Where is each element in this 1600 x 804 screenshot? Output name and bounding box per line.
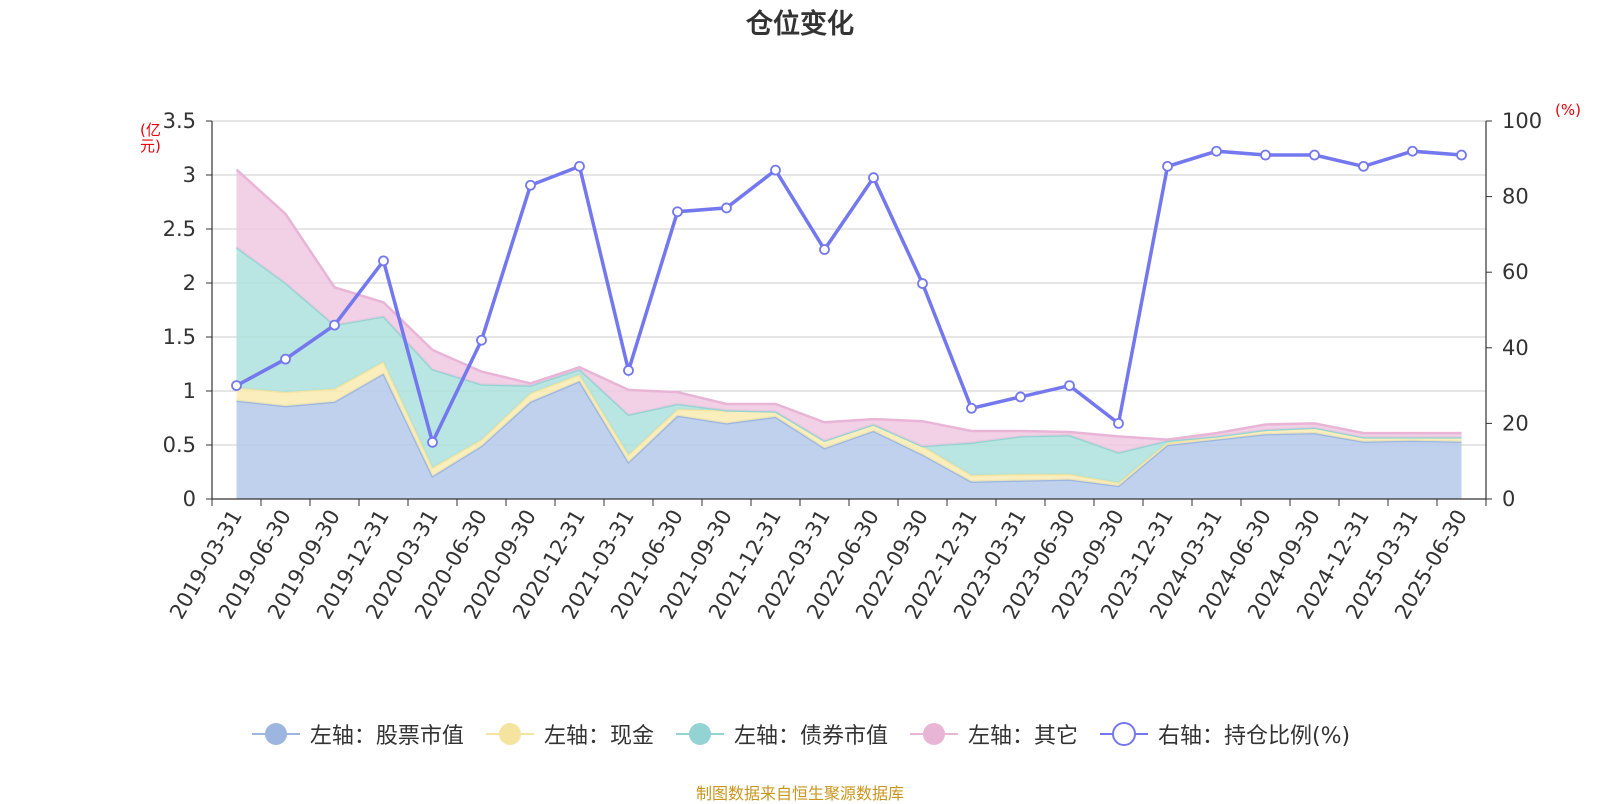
ratio-point — [1211, 145, 1222, 157]
ratio-point — [574, 160, 585, 172]
ratio-line — [235, 149, 1462, 448]
legend-ratio-marker-icon — [1099, 722, 1148, 746]
ratio-point — [623, 365, 634, 376]
legend-item-ratio[interactable]: 右轴：持仓比例(%) — [1098, 718, 1350, 750]
ratio-point — [1113, 417, 1124, 429]
ratio-point — [1015, 391, 1026, 403]
ratio-point — [231, 380, 242, 392]
legend-label-other: 左轴：其它 — [967, 724, 1078, 749]
area-fill-1 — [236, 361, 1462, 486]
legend-label-stock: 左轴：股票市值 — [309, 724, 464, 749]
left-tick-label: 2.5 — [163, 217, 196, 241]
legend-item-cash[interactable]: 左轴：现金 — [484, 718, 654, 750]
left-axis-unit: (亿元) — [140, 121, 161, 155]
legend-other-marker-icon — [909, 723, 958, 745]
ratio-point — [427, 436, 438, 448]
chart-title: 仓位变化 — [746, 9, 854, 40]
legend-label-cash: 左轴：现金 — [543, 724, 654, 749]
legend-bond-marker-icon — [675, 723, 724, 745]
ratio-point — [329, 319, 340, 331]
ratio-point — [917, 278, 928, 289]
legend-label-bond: 左轴：债券市值 — [733, 724, 888, 749]
legend-label-ratio: 右轴：持仓比例(%) — [1157, 724, 1351, 749]
ratio-point — [476, 334, 487, 346]
legend-stock-marker-icon — [251, 723, 300, 745]
ratio-point — [1456, 149, 1467, 161]
ratio-point — [966, 402, 977, 414]
ratio-point — [721, 202, 732, 214]
ratio-point — [1358, 160, 1369, 172]
area-series — [235, 168, 1462, 499]
ratio-point — [770, 164, 781, 176]
position-chart: 00.511.522.533.50204060801002019-03-3120… — [163, 109, 1543, 623]
right-tick-label: 0 — [1502, 487, 1515, 511]
legend-item-bond[interactable]: 左轴：债券市值 — [674, 718, 888, 750]
legend-cash-marker-icon — [485, 723, 534, 745]
ratio-line-series — [231, 145, 1467, 448]
left-tick-label: 1 — [183, 379, 196, 403]
legend-item-stock[interactable]: 左轴：股票市值 — [250, 718, 464, 750]
right-tick-label: 80 — [1502, 185, 1529, 209]
data-source-note: 制图数据来自恒生聚源数据库 — [695, 784, 904, 803]
left-tick-label: 3 — [183, 163, 196, 187]
ratio-point — [1260, 149, 1271, 161]
left-tick-label: 3.5 — [163, 109, 196, 133]
left-tick-label: 2 — [183, 271, 196, 295]
left-tick-label: 0.5 — [163, 433, 196, 457]
ratio-point — [672, 206, 683, 218]
right-tick-label: 60 — [1502, 260, 1529, 284]
ratio-point — [1064, 380, 1075, 392]
area-fill-0 — [236, 373, 1462, 499]
ratio-point — [868, 172, 879, 184]
ratio-point — [1309, 149, 1320, 161]
left-tick-label: 0 — [183, 487, 196, 511]
ratio-point — [1162, 160, 1173, 172]
legend-item-other[interactable]: 左轴：其它 — [908, 718, 1078, 750]
area-edge-3 — [235, 168, 1462, 441]
ratio-point — [525, 179, 536, 191]
right-tick-label: 100 — [1502, 109, 1542, 133]
ratio-point — [1407, 145, 1418, 157]
right-tick-label: 40 — [1502, 336, 1529, 360]
left-tick-label: 1.5 — [163, 325, 196, 349]
ratio-point — [378, 255, 389, 267]
right-tick-label: 20 — [1502, 411, 1529, 435]
legend: 左轴：股票市值 左轴：现金 左轴：债券市值 左轴：其它 右轴：持仓比例(%) — [0, 718, 1600, 750]
ratio-point — [819, 244, 830, 255]
ratio-point — [280, 353, 291, 365]
